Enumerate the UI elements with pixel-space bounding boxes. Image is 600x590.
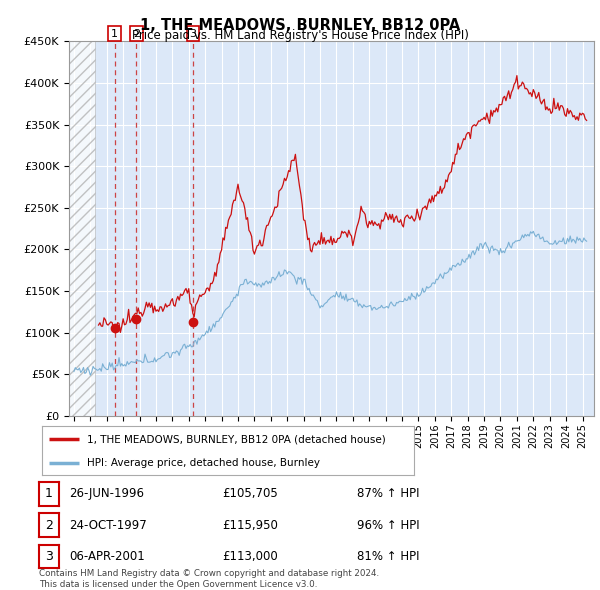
- Text: 2: 2: [133, 28, 140, 38]
- Text: 06-APR-2001: 06-APR-2001: [69, 550, 145, 563]
- Bar: [69, 41, 95, 416]
- Text: 1, THE MEADOWS, BURNLEY, BB12 0PA (detached house): 1, THE MEADOWS, BURNLEY, BB12 0PA (detac…: [86, 434, 385, 444]
- Text: £115,950: £115,950: [222, 519, 278, 532]
- Text: 87% ↑ HPI: 87% ↑ HPI: [357, 487, 419, 500]
- Text: Price paid vs. HM Land Registry's House Price Index (HPI): Price paid vs. HM Land Registry's House …: [131, 30, 469, 42]
- Text: Contains HM Land Registry data © Crown copyright and database right 2024.
This d: Contains HM Land Registry data © Crown c…: [39, 569, 379, 589]
- Text: £105,705: £105,705: [222, 487, 278, 500]
- Text: 24-OCT-1997: 24-OCT-1997: [69, 519, 147, 532]
- Text: 96% ↑ HPI: 96% ↑ HPI: [357, 519, 419, 532]
- Text: 26-JUN-1996: 26-JUN-1996: [69, 487, 144, 500]
- Text: 81% ↑ HPI: 81% ↑ HPI: [357, 550, 419, 563]
- Text: 1: 1: [111, 28, 118, 38]
- Text: 2: 2: [45, 519, 53, 532]
- Text: 3: 3: [190, 28, 197, 38]
- Text: 1, THE MEADOWS, BURNLEY, BB12 0PA: 1, THE MEADOWS, BURNLEY, BB12 0PA: [140, 18, 460, 32]
- Text: 3: 3: [45, 550, 53, 563]
- Text: £113,000: £113,000: [222, 550, 278, 563]
- Text: 1: 1: [45, 487, 53, 500]
- Text: HPI: Average price, detached house, Burnley: HPI: Average price, detached house, Burn…: [86, 458, 320, 468]
